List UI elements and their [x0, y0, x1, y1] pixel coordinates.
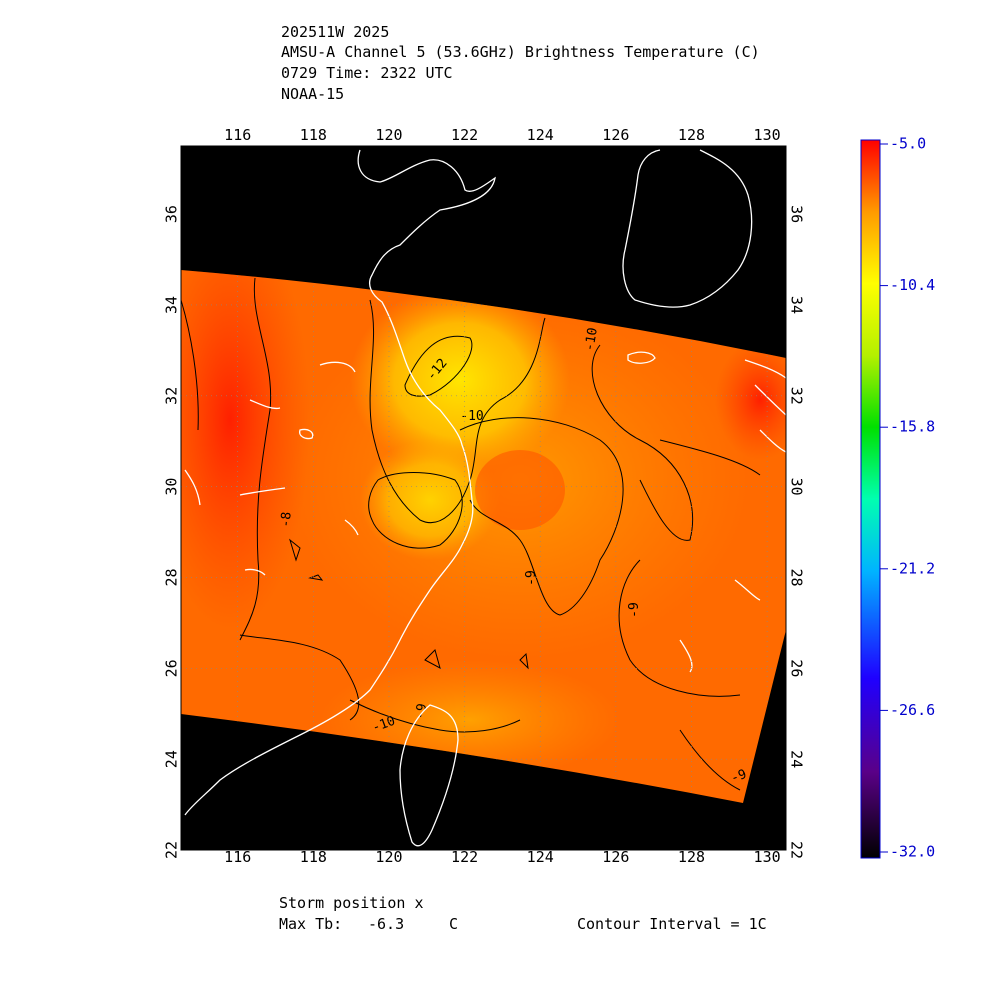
- latitude-labels-left: 22 24 26 28 30 32 34 36: [163, 205, 181, 859]
- lat-label-left: 34: [163, 296, 181, 314]
- graticule: [237, 146, 768, 850]
- lat-label-right: 34: [788, 296, 806, 314]
- contour-label: -10: [582, 327, 601, 353]
- contour-label: -10: [460, 409, 483, 424]
- max-tb-label: Max Tb:: [279, 915, 343, 933]
- lon-label-bottom: 122: [451, 848, 478, 866]
- storm-position-label: Storm position x: [279, 894, 424, 912]
- lon-label-top: 128: [678, 126, 705, 144]
- coastlines: [184, 149, 786, 847]
- lon-label-bottom: 124: [527, 848, 554, 866]
- title-line-2: AMSU-A Channel 5 (53.6GHz) Brightness Te…: [281, 43, 760, 61]
- longitude-labels-top: 116 118 120 122 124 126 128 130: [224, 126, 780, 144]
- lat-label-left: 22: [163, 841, 181, 859]
- lat-label-left: 28: [163, 568, 181, 586]
- lat-label-right: 24: [788, 750, 806, 768]
- lat-label-left: 24: [163, 750, 181, 768]
- title-line-1: 202511W 2025: [281, 23, 390, 41]
- longitude-labels-bottom: 116 118 120 122 124 126 128 130: [224, 848, 780, 866]
- lon-label-top: 118: [300, 126, 327, 144]
- colorbar: [860, 139, 881, 859]
- lat-label-right: 36: [788, 205, 806, 223]
- lon-label-bottom: 118: [300, 848, 327, 866]
- lat-label-right: 22: [788, 841, 806, 859]
- colorbar-tick-label: -15.8: [890, 418, 935, 436]
- lat-label-right: 26: [788, 659, 806, 677]
- lon-label-top: 126: [602, 126, 629, 144]
- colorbar-tick-label: -5.0: [890, 135, 926, 153]
- max-tb-unit: C: [449, 915, 459, 933]
- colorbar-tick-label: -21.2: [890, 559, 935, 577]
- lat-label-right: 28: [788, 568, 806, 586]
- colorbar-ticks: -5.0 -10.4 -15.8 -21.2 -26.6 -32.0: [880, 135, 935, 861]
- title-line-3: 0729 Time: 2322 UTC: [281, 64, 453, 82]
- lon-label-top: 116: [224, 126, 251, 144]
- map-frame: [180, 145, 787, 851]
- max-tb-value: -6.3: [368, 915, 405, 933]
- contour-interval: Contour Interval = 1C: [577, 915, 767, 933]
- lat-label-right: 30: [788, 478, 806, 496]
- contour-label: -9: [413, 702, 430, 720]
- contour-label: -9: [627, 602, 642, 618]
- lon-label-top: 130: [754, 126, 781, 144]
- contour-label: -8: [278, 511, 294, 528]
- lon-label-bottom: 128: [678, 848, 705, 866]
- lat-label-left: 36: [163, 205, 181, 223]
- contour-lines: [181, 277, 761, 791]
- latitude-labels-right: 22 24 26 28 30 32 34 36: [788, 205, 806, 859]
- satellite-swath: -12-10-10-9-9-9-9-8-10: [181, 270, 786, 803]
- lon-label-bottom: 126: [602, 848, 629, 866]
- lon-label-top: 122: [451, 126, 478, 144]
- lat-label-right: 32: [788, 387, 806, 405]
- lon-label-bottom: 120: [375, 848, 402, 866]
- lat-label-left: 26: [163, 659, 181, 677]
- lat-label-left: 30: [163, 478, 181, 496]
- contour-labels: -12-10-10-9-9-9-9-8-10: [278, 327, 748, 787]
- colorbar-tick-label: -26.6: [890, 701, 935, 719]
- title-line-4: NOAA-15: [281, 85, 345, 103]
- colorbar-tick-label: -32.0: [890, 843, 935, 861]
- lat-label-left: 32: [163, 387, 181, 405]
- colorbar-tick-label: -10.4: [890, 276, 935, 294]
- lon-label-top: 124: [527, 126, 554, 144]
- contour-label: -9: [524, 570, 539, 586]
- contour-label: -9: [729, 767, 749, 786]
- lon-label-top: 120: [375, 126, 402, 144]
- lon-label-bottom: 116: [224, 848, 251, 866]
- lon-label-bottom: 130: [754, 848, 781, 866]
